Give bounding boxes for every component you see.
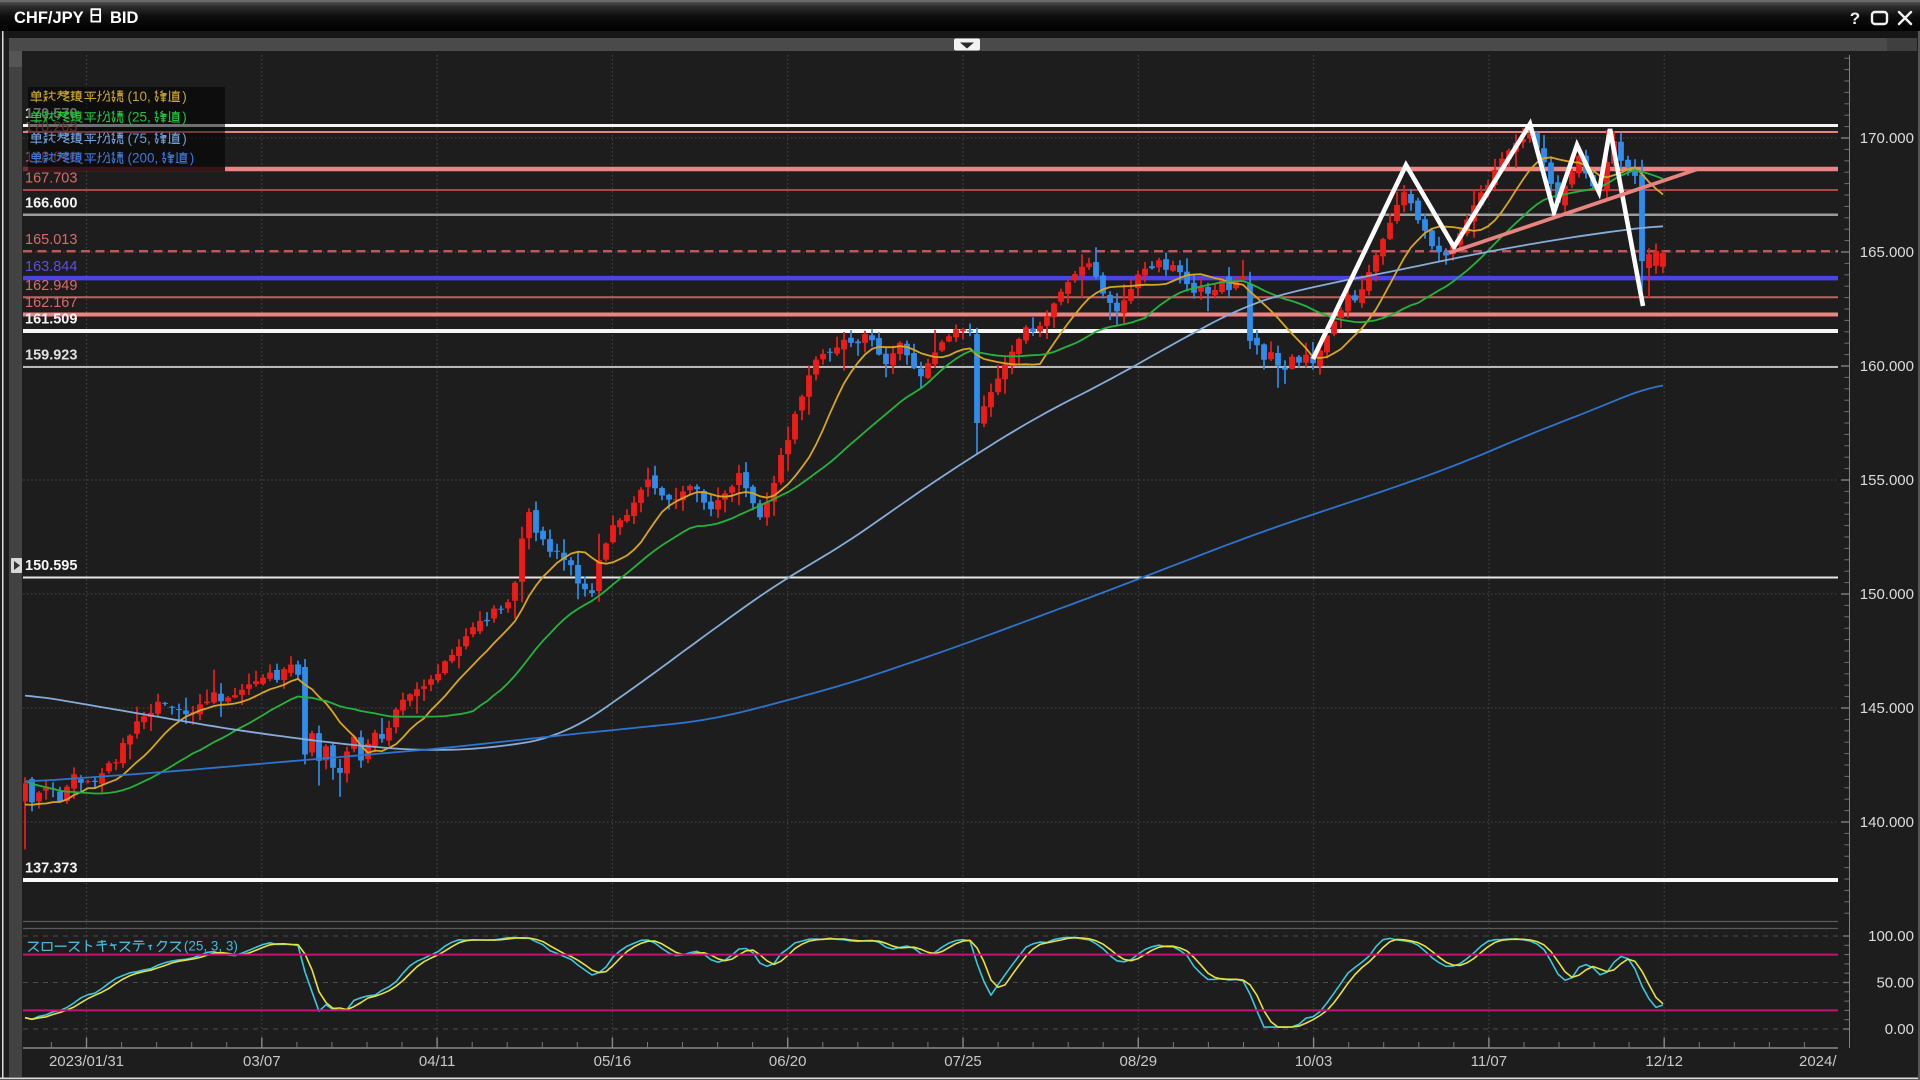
svg-text:10/03: 10/03 (1295, 1053, 1333, 1070)
svg-text:2024/: 2024/ (1799, 1053, 1837, 1070)
svg-text:150.000: 150.000 (1860, 586, 1914, 603)
svg-text:150.595: 150.595 (25, 558, 77, 574)
svg-text:0.00: 0.00 (1885, 1021, 1914, 1038)
svg-text:06/20: 06/20 (769, 1053, 807, 1070)
svg-text:(25, 3, 3): (25, 3, 3) (184, 939, 238, 954)
svg-text:): ) (182, 110, 187, 125)
svg-text:160.000: 160.000 (1860, 358, 1914, 375)
svg-text:155.000: 155.000 (1860, 472, 1914, 489)
svg-text:): ) (182, 89, 187, 104)
svg-text:?: ? (1850, 9, 1860, 28)
svg-text:162.167: 162.167 (25, 295, 77, 311)
svg-text:12/12: 12/12 (1645, 1053, 1683, 1070)
svg-text:167.703: 167.703 (25, 171, 77, 187)
svg-text:161.509: 161.509 (25, 312, 77, 328)
svg-text:2023/01/31: 2023/01/31 (49, 1053, 124, 1070)
svg-text:170.000: 170.000 (1860, 130, 1914, 147)
svg-text:50.00: 50.00 (1876, 975, 1914, 992)
svg-text:(25,: (25, (128, 110, 151, 125)
svg-text:03/07: 03/07 (243, 1053, 281, 1070)
svg-text:05/16: 05/16 (594, 1053, 632, 1070)
svg-text:140.000: 140.000 (1860, 814, 1914, 831)
svg-text:159.923: 159.923 (25, 348, 77, 364)
svg-text:CHF/JPY: CHF/JPY (14, 9, 84, 27)
svg-text:BID: BID (110, 9, 139, 27)
svg-text:08/29: 08/29 (1120, 1053, 1158, 1070)
svg-text:163.844: 163.844 (25, 259, 77, 275)
svg-text:(10,: (10, (128, 89, 151, 104)
svg-text:165.000: 165.000 (1860, 244, 1914, 261)
svg-text:145.000: 145.000 (1860, 700, 1914, 717)
svg-text:04/11: 04/11 (419, 1053, 455, 1070)
svg-text:166.600: 166.600 (25, 195, 77, 211)
svg-text:137.373: 137.373 (25, 861, 77, 877)
svg-text:(200,: (200, (128, 151, 159, 166)
svg-text:162.949: 162.949 (25, 278, 77, 294)
svg-text:(75,: (75, (128, 131, 151, 146)
svg-text:100.00: 100.00 (1868, 928, 1914, 945)
svg-text:07/25: 07/25 (944, 1053, 982, 1070)
svg-text:11/07: 11/07 (1471, 1053, 1507, 1070)
svg-text:165.013: 165.013 (25, 232, 77, 248)
svg-text:): ) (182, 131, 187, 146)
svg-text:): ) (190, 151, 195, 166)
